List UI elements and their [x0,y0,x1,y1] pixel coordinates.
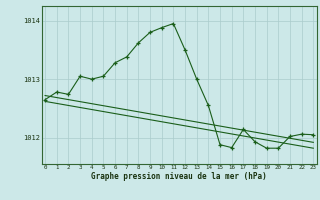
X-axis label: Graphe pression niveau de la mer (hPa): Graphe pression niveau de la mer (hPa) [91,172,267,181]
